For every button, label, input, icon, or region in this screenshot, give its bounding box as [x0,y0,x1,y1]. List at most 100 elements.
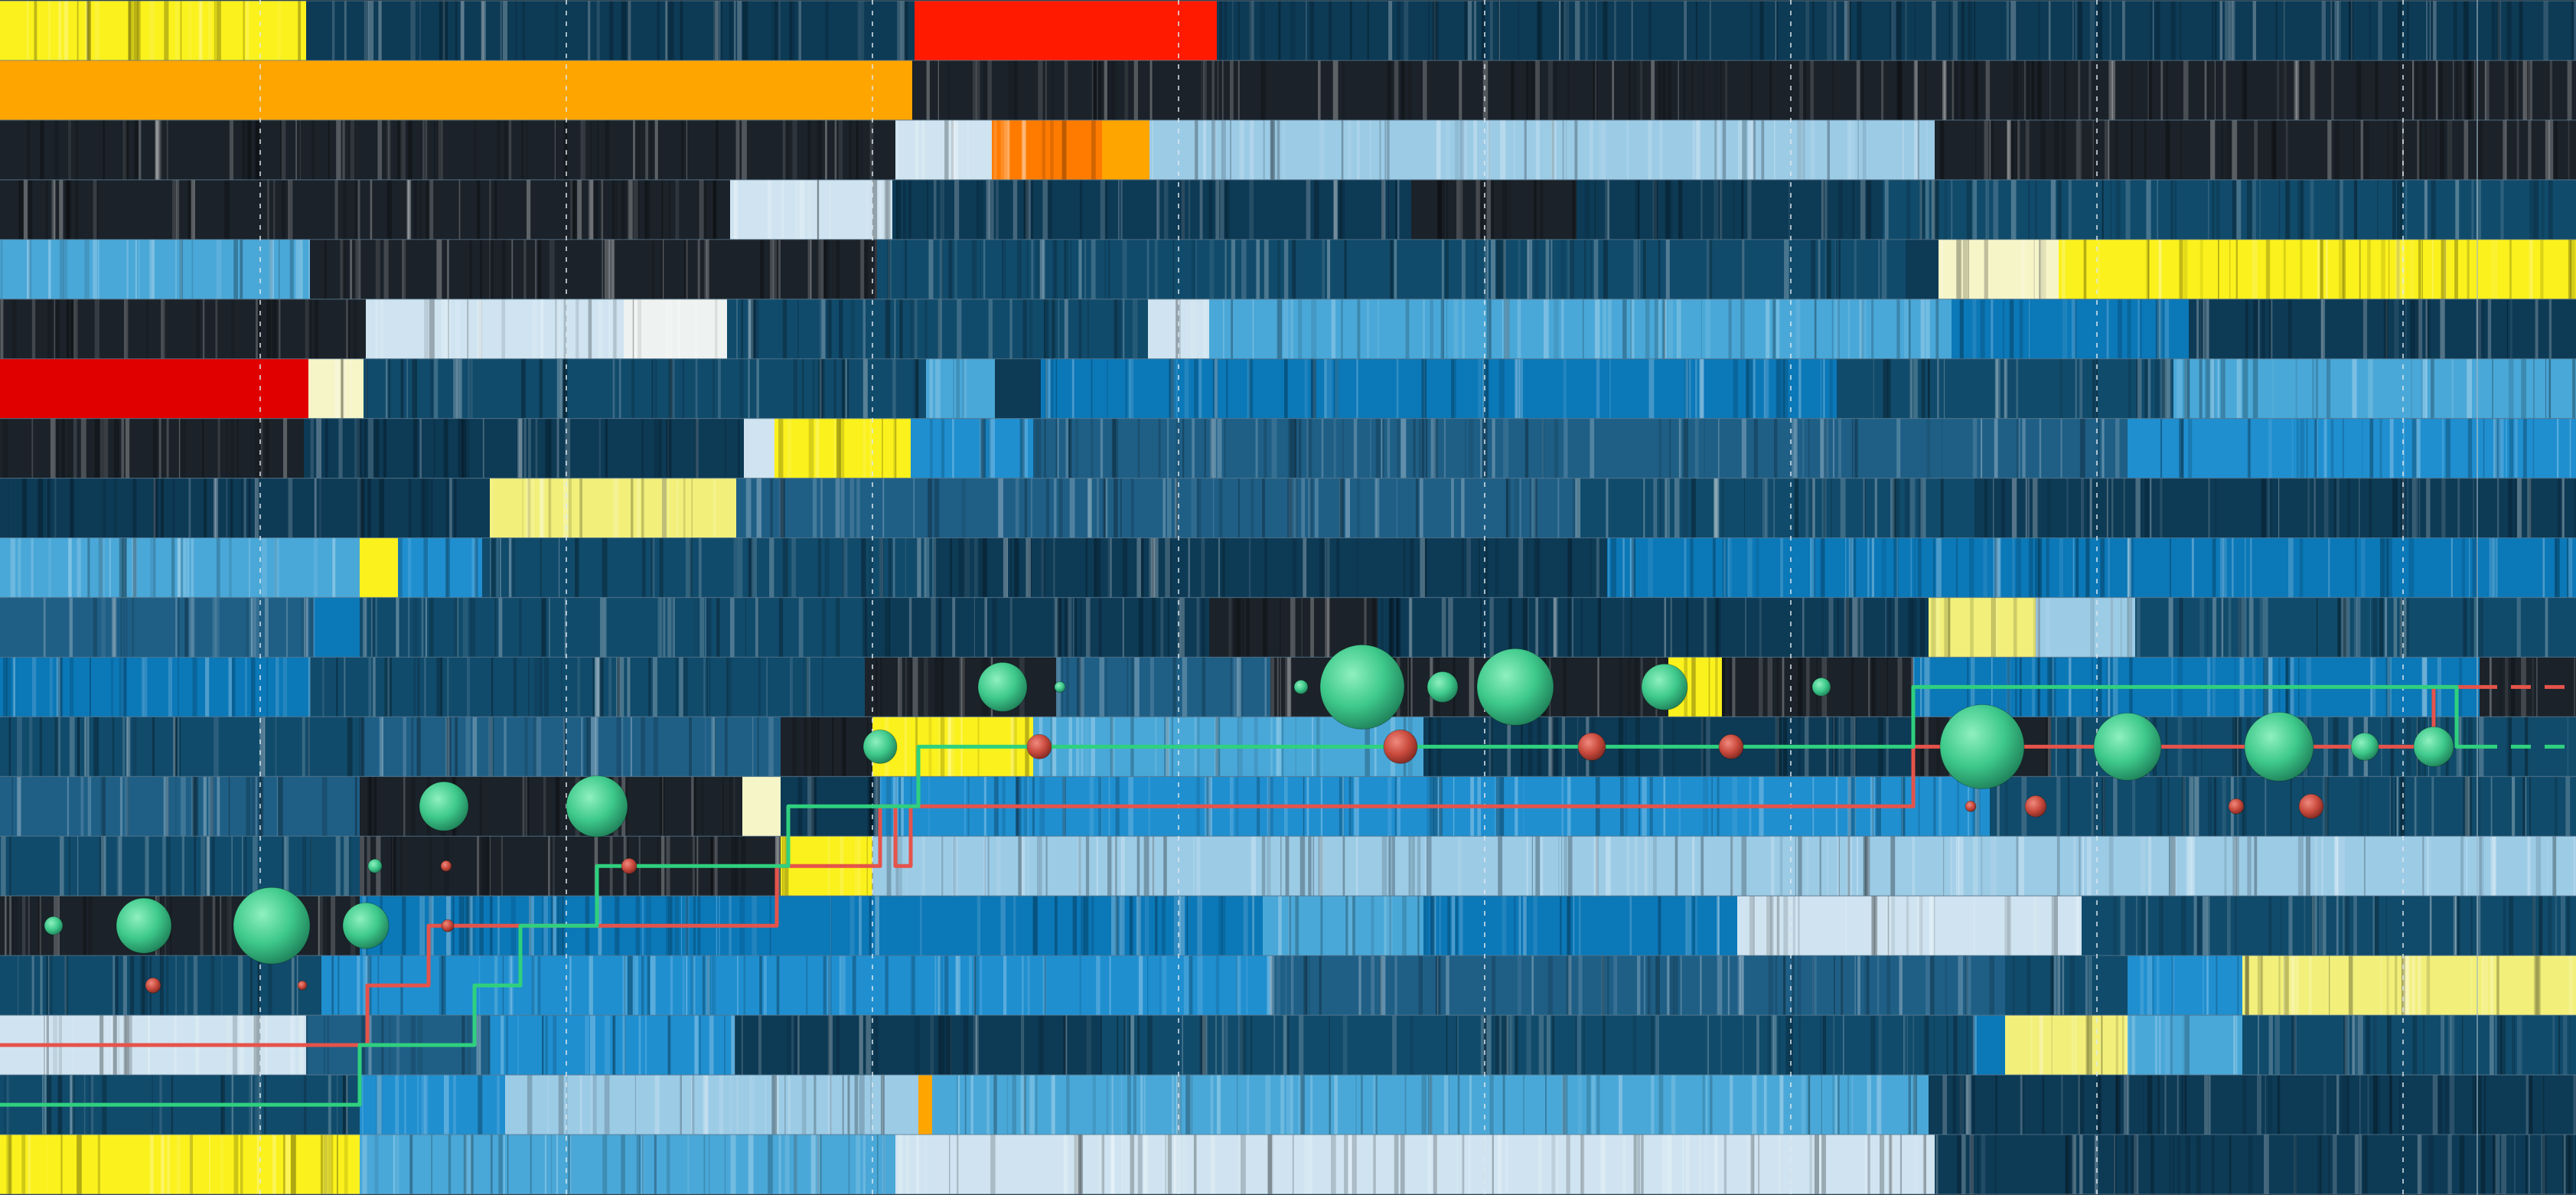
heatmap-stripe [69,597,73,658]
heatmap-stripe [713,1,719,60]
heatmap-stripe [1156,179,1160,240]
heatmap-stripe [2483,418,2485,478]
heatmap-stripe [1518,239,1521,299]
heatmap-stripe [1834,239,1836,299]
heatmap-stripe [2539,896,2543,956]
heatmap-stripe [490,239,494,299]
heatmap-stripe [1290,597,1296,658]
heatmap-stripe [1124,1135,1127,1194]
heatmap-stripe [682,358,685,419]
heatmap-stripe [1575,478,1581,538]
heatmap-stripe [2336,478,2340,538]
heatmap-stripe [1644,836,1648,896]
heatmap-stripe [2496,537,2498,598]
heatmap-stripe [2213,358,2216,419]
heatmap-stripe [1454,358,1456,419]
heatmap-stripe [1037,836,1042,896]
heatmap-stripe [338,418,343,478]
heatmap-stripe [308,717,310,777]
heatmap-stripe [1951,179,1953,240]
heatmap-stripe [1937,358,1939,419]
heatmap-cell [1906,239,1939,299]
heatmap-stripe [2004,358,2007,419]
heatmap-stripe [1404,1075,1407,1135]
heatmap-stripe [577,657,580,717]
heatmap-stripe [1496,239,1502,299]
heatmap-stripe [1400,1135,1405,1194]
heatmap-stripe [2324,776,2329,837]
heatmap-stripe [37,896,41,956]
heatmap-stripe [1127,657,1129,717]
heatmap-stripe [2342,418,2344,478]
heatmap-stripe [636,1135,640,1194]
heatmap-stripe [2573,1075,2576,1135]
heatmap-stripe [559,358,565,419]
heatmap-stripe [2354,1135,2359,1194]
heatmap-stripe [47,478,51,538]
heatmap-stripe [2027,60,2030,120]
heatmap-stripe [481,1,484,60]
heatmap-stripe [477,299,482,359]
heatmap-stripe [1453,299,1459,359]
heatmap-stripe [1912,597,1917,658]
heatmap-stripe [214,1,217,60]
heatmap-stripe [1909,478,1916,538]
heatmap-stripe [1820,418,1824,478]
heatmap-stripe [2157,1075,2160,1135]
heatmap-stripe [192,657,197,717]
heatmap-stripe [1838,418,1841,478]
heatmap-stripe [2470,597,2474,658]
heatmap-stripe [1389,597,1392,658]
heatmap-stripe [933,179,937,240]
heatmap-cell [932,1075,1929,1135]
heatmap-stripe [797,299,799,359]
heatmap-stripe [2079,836,2081,896]
heatmap-stripe [448,717,450,777]
heatmap-stripe [2398,1075,2402,1135]
heatmap-stripe [1446,119,1450,180]
heatmap-stripe [2385,299,2388,359]
heatmap-stripe [2377,179,2379,240]
heatmap-stripe [579,478,583,538]
heatmap-stripe [1285,836,1290,896]
heatmap-stripe [2493,537,2498,598]
heatmap-stripe [2215,478,2216,538]
heatmap-stripe [2441,1015,2444,1076]
heatmap-stripe [1300,1075,1305,1135]
heatmap-stripe [319,478,321,538]
heatmap-stripe [1622,597,1625,658]
heatmap-stripe [759,955,762,1016]
heatmap-stripe [772,239,778,299]
heatmap-stripe [1547,60,1553,120]
heatmap-stripe [1919,896,1923,956]
heatmap-stripe [2265,776,2267,837]
heatmap-stripe [2049,955,2054,1016]
heatmap-stripe [1718,179,1722,240]
heatmap-cell [360,776,742,837]
heatmap-stripe [2289,955,2295,1016]
heatmap-stripe [817,537,822,598]
heatmap-stripe [2321,836,2323,896]
heatmap-stripe [2183,358,2186,419]
heatmap-cell [1939,239,2059,299]
heatmap-cell [2173,358,2576,419]
heatmap-stripe [742,119,747,180]
heatmap-stripe [2360,119,2363,180]
heatmap-stripe [1053,478,1057,538]
heatmap-stripe [246,119,252,180]
heatmap-stripe [1469,1075,1472,1135]
heatmap-stripe [2038,60,2043,120]
heatmap-stripe [2214,1,2217,60]
heatmap-stripe [1896,299,1900,359]
heatmap-stripe [1800,119,1805,180]
heatmap-cell [0,776,360,837]
heatmap-stripe [1015,478,1019,538]
heatmap-stripe [651,239,655,299]
heatmap-stripe [1867,537,1870,598]
heatmap-stripe [621,179,625,240]
heatmap-stripe [2113,1135,2117,1194]
heatmap-stripe [1522,597,1528,658]
heatmap-stripe [568,1135,570,1194]
heatmap-stripe [706,657,708,717]
heatmap-stripe [430,358,434,419]
